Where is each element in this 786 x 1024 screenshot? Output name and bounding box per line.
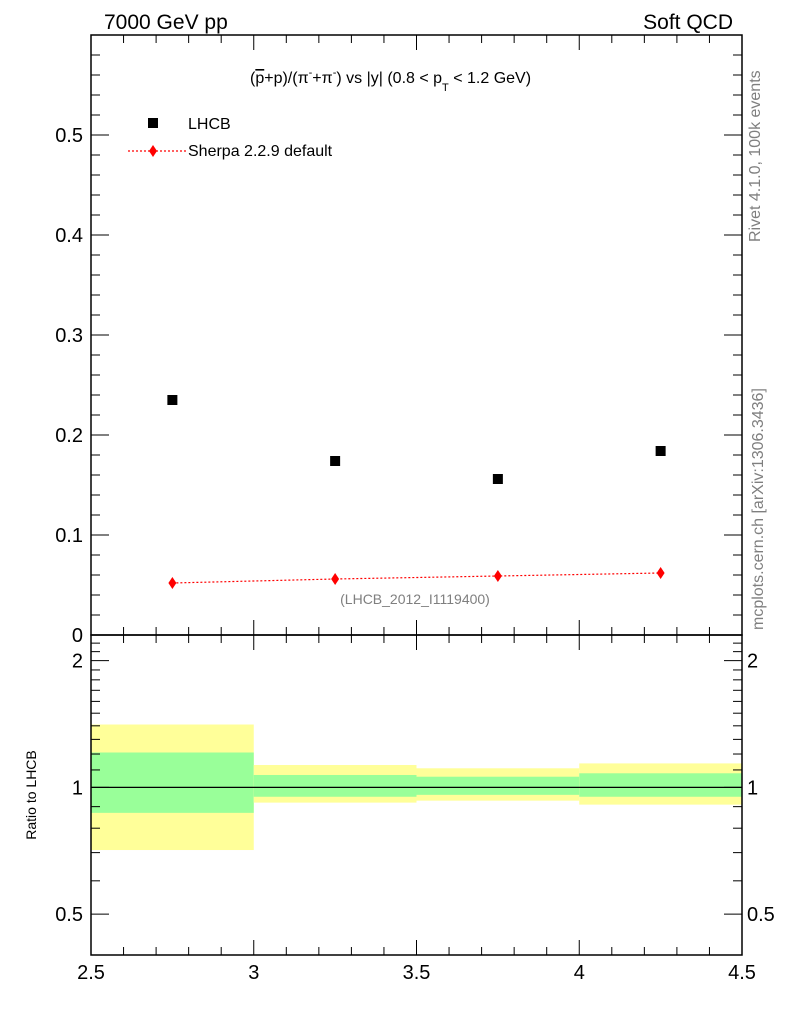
legend-marker-lhcb [148,118,158,128]
sherpa-line [172,572,661,584]
source-label: mcplots.cern.ch [arXiv:1306.3436] [750,388,767,630]
ratio-y-tick-label: 0.5 [55,904,83,926]
sherpa-point [331,573,340,585]
y-tick-label: 0.1 [55,525,83,547]
ratio-ylabel: Ratio to LHCB [23,750,39,839]
legend: LHCB Sherpa 2.2.9 default [128,116,333,160]
x-tick-label: 2.5 [77,962,105,984]
legend-marker-sherpa [149,145,157,157]
y-tick-label: 0.4 [55,225,83,247]
ratio-y-tick-label: 1 [72,777,83,799]
analysis-label: (LHCB_2012_I1119400) [340,591,490,607]
ratio-panel: 2.5 3 3.5 4 4.5 0.5 0.5 1 1 2 2 [55,634,775,984]
y-tick-label: 0.5 [55,125,83,147]
x-tick-label: 3 [248,962,259,984]
y-tick-label: 0.2 [55,425,83,447]
x-tick-label: 3.5 [403,962,431,984]
title-pbar: p [255,70,264,87]
lhcb-point [330,456,341,466]
sherpa-point [656,567,665,579]
legend-label-lhcb: LHCB [188,116,231,133]
ratio-y-tick-label-right: 2 [747,651,758,673]
main-panel: 0 0.1 0.2 0.3 0.4 0.5 [55,34,743,647]
ratio-band-inner-3 [579,773,742,797]
y-tick-label: 0.3 [55,325,83,347]
lhcb-point [167,395,178,405]
ratio-band-inner-2 [416,776,580,795]
ratio-y-tick-label-right: 1 [747,777,758,799]
ratio-band-inner-0 [91,752,254,813]
version-label: Rivet 4.1.0, 100k events [747,70,764,242]
sherpa-point [493,570,502,582]
sherpa-point [168,577,177,589]
x-tick-label: 4 [574,962,585,984]
ratio-y-tick-label: 2 [72,651,83,673]
legend-label-sherpa: Sherpa 2.2.9 default [188,143,333,160]
lhcb-point [492,474,503,484]
header-right-title: Soft QCD [643,11,733,34]
y-tick-label: 0 [72,625,83,647]
chart-title: (p+p)/(π-+π-) vs |y| (0.8 < pT < 1.2 GeV… [250,67,531,94]
lhcb-point [655,446,666,456]
ratio-y-tick-label-right: 0.5 [747,904,775,926]
header-left-title: 7000 GeV pp [104,11,228,34]
ratio-band-inner-1 [253,774,417,797]
x-tick-label: 4.5 [728,962,756,984]
